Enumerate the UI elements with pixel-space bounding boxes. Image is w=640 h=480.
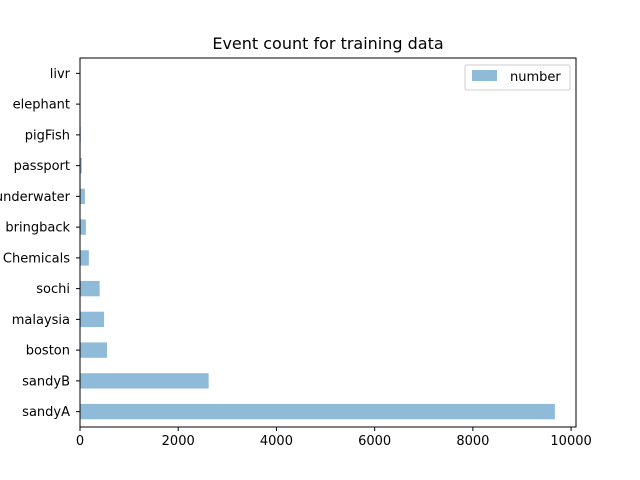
bar-Chemicals — [80, 250, 89, 266]
y-tick-label: passport — [14, 159, 70, 174]
bar-passport — [80, 157, 82, 174]
y-tick-label: underwater — [0, 190, 71, 205]
legend-label: number — [510, 70, 561, 85]
bar-underwater — [80, 188, 85, 205]
y-tick-label: sochi — [36, 282, 70, 297]
bar-sandyA — [80, 403, 555, 420]
y-tick-label: malaysia — [12, 313, 70, 328]
x-tick-label: 6000 — [358, 434, 391, 449]
y-tick-label: bringback — [5, 221, 70, 236]
y-tick-label: elephant — [13, 98, 70, 113]
bar-bringback — [80, 219, 86, 235]
bar-sochi — [80, 280, 100, 297]
legend-swatch — [472, 70, 497, 81]
bar-boston — [80, 342, 108, 358]
y-tick-label: Chemicals — [3, 251, 70, 266]
x-tick-label: 0 — [76, 434, 84, 449]
bar-sandyB — [80, 373, 209, 389]
y-tick-label: sandyA — [22, 405, 70, 420]
y-tick-label: sandyB — [22, 374, 70, 389]
x-tick-label: 2000 — [162, 434, 195, 449]
y-axis: sandyA sandyB boston malaysia sochi Chemicals… — [0, 67, 80, 420]
y-tick-label: livr — [50, 67, 71, 82]
y-tick-label: pigFish — [25, 128, 70, 143]
x-axis: 0 2000 4000 6000 8000 10000 — [76, 427, 592, 449]
x-tick-label: 4000 — [260, 434, 293, 449]
legend: number — [464, 64, 571, 91]
chart-title: Event count for training data — [212, 34, 443, 53]
y-tick-label: boston — [26, 344, 70, 359]
plot-frame — [79, 57, 577, 428]
x-tick-label: 10000 — [550, 434, 591, 449]
bar-malaysia — [80, 311, 105, 328]
x-tick-label: 8000 — [456, 434, 489, 449]
bars-group — [80, 65, 555, 420]
